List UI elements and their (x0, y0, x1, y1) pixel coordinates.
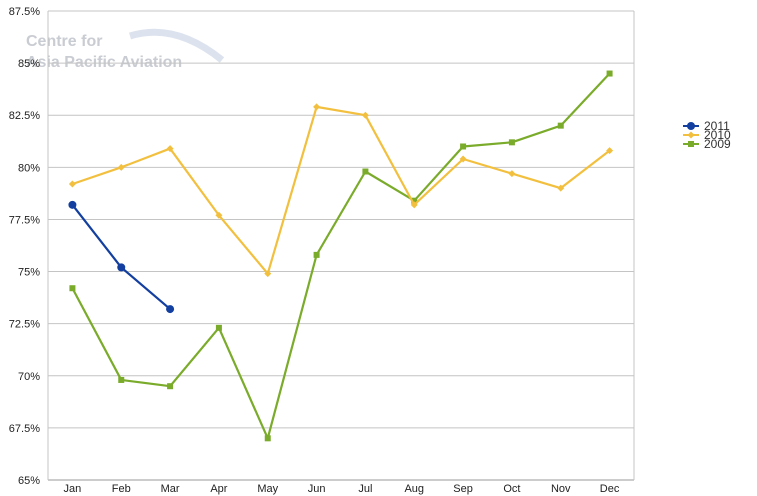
watermark-swoosh-icon (128, 28, 225, 63)
series-2009-point (118, 376, 125, 383)
series-2009-point (362, 168, 369, 175)
watermark-line2: Asia Pacific Aviation (26, 54, 182, 71)
series-2009-point (69, 285, 76, 292)
series-2010-point (361, 111, 369, 119)
y-tick-label: 72.5% (9, 319, 40, 331)
series-layer (68, 70, 614, 442)
series-2009-point (508, 139, 515, 146)
x-tick-label: Oct (503, 483, 520, 495)
series-2009-point (167, 383, 174, 390)
series-2010-point (68, 180, 76, 188)
legend-2009-swatch-point (688, 141, 694, 147)
series-2009-point (411, 197, 418, 204)
x-tick-label: Aug (404, 483, 424, 495)
series-2010-point (117, 163, 125, 171)
series-2009-point (606, 70, 613, 77)
x-tick-label: Jul (358, 483, 372, 495)
y-tick-label: 82.5% (9, 110, 40, 122)
series-2010-point (264, 270, 272, 278)
series-2010-line (72, 105, 611, 275)
series-2010-point (215, 211, 223, 219)
x-tick-label: Sep (453, 483, 473, 495)
legend-2010-swatch-point (687, 131, 695, 139)
series-2011-point (117, 263, 126, 272)
series-2009-point (215, 324, 222, 331)
series-2010-point (508, 170, 516, 178)
y-tick-label: 67.5% (9, 423, 40, 435)
series-2010 (68, 103, 614, 278)
series-2011-line (71, 204, 171, 310)
watermark-line1: Centre for (26, 33, 102, 50)
series-2010-point (557, 184, 565, 192)
x-tick-label: Dec (600, 483, 620, 495)
series-2010-point (313, 103, 321, 111)
y-tick-label: 70% (18, 371, 40, 383)
legend-2009-label: 2009 (704, 137, 731, 151)
x-tick-label: Jan (64, 483, 82, 495)
y-tick-label: 85% (18, 58, 40, 70)
series-2011 (68, 200, 175, 314)
series-2010-point (166, 145, 174, 153)
series-2010-point (606, 147, 614, 155)
y-tick-label: 80% (18, 162, 40, 174)
series-2010-point (410, 201, 418, 209)
y-tick-label: 87.5% (9, 6, 40, 18)
x-tick-label: May (257, 483, 278, 495)
x-tick-label: Nov (551, 483, 571, 495)
series-2009-point (557, 122, 564, 129)
grid (47, 10, 635, 481)
series-2009-point (264, 435, 271, 442)
legend-2010-label: 2010 (704, 128, 731, 142)
series-2011-point (166, 305, 175, 314)
watermark-logo: Centre for Asia Pacific Aviation (26, 28, 225, 71)
x-tick-label: Feb (112, 483, 131, 495)
series-2011-point (68, 200, 77, 209)
x-tick-label: Mar (161, 483, 180, 495)
legend-2011-swatch-point (687, 122, 695, 130)
x-tick-label: Apr (210, 483, 227, 495)
axes: 87.5% 85% 82.5% 80% 77.5% 75% 72.5% 70% 67.5% 65%… (9, 6, 620, 495)
legend-2011-label: 2011 (704, 119, 730, 133)
series-2009-point (313, 251, 320, 258)
y-tick-label: 77.5% (9, 214, 40, 226)
series-2009-line (71, 72, 611, 440)
series-2009 (69, 70, 613, 442)
x-tick-label: Jun (308, 483, 326, 495)
series-2009-point (460, 143, 467, 150)
y-tick-label: 75% (18, 267, 40, 279)
y-tick-label: 65% (18, 475, 40, 487)
series-2010-point (459, 155, 467, 163)
